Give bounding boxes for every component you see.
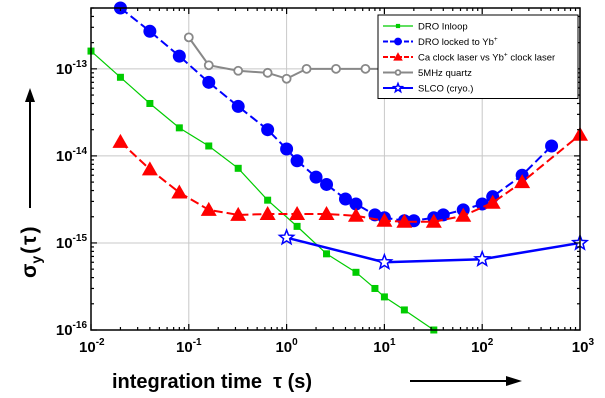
legend-label: Ca clock laser vs Yb+ clock laser [418,52,555,64]
data-point [231,99,245,113]
y-label-open: ( [18,247,41,254]
data-point [338,192,352,206]
data-point [141,161,158,176]
data-point [290,154,304,168]
data-point [545,139,559,153]
data-point [347,207,364,222]
data-point [407,214,421,228]
legend-marker [395,23,401,29]
data-point [352,268,360,276]
legend-entry: 5MHz quartz [383,68,472,79]
data-point [262,67,273,78]
data-point [425,213,442,228]
legend-label: 5MHz quartz [418,68,472,79]
x-tick-label: 102 [471,337,494,356]
y-tick-label: 10-15 [56,233,88,252]
data-point [323,250,331,258]
legend-box [377,14,579,99]
data-point [280,142,294,156]
data-point [289,206,306,221]
y-label-symbol: σ [18,264,41,278]
y-tick-label: 10-14 [56,146,88,165]
data-point [200,201,217,216]
x-tick-label: 103 [572,337,595,356]
data-point [234,164,242,172]
x-axis-arrow-head [506,376,522,386]
data-point [318,206,335,221]
data-point [301,63,312,74]
data-point [320,177,334,191]
data-point [205,142,213,150]
data-point [112,133,129,148]
y-label-var: τ [18,235,41,245]
data-point [281,73,292,84]
x-label-prefix: integration time [112,371,273,393]
series-line [286,236,581,264]
svg-text:integration time τ (s): integration time τ (s) [112,371,312,393]
data-point [360,63,371,74]
legend-label: DRO Inloop [418,22,468,33]
legend-entry: SLCO (cryo.) [383,81,473,95]
data-point [349,197,363,211]
data-point [376,212,393,227]
legend-marker [394,69,402,76]
legend: DRO Inloop DRO locked to Yb+ Ca clock lase… [377,14,579,99]
data-point [375,252,394,271]
data-point [143,24,157,38]
data-point [146,99,154,107]
x-tick-label: 10-1 [176,337,202,356]
data-point [514,174,531,189]
data-point [371,284,379,292]
data-point [171,184,188,199]
legend-marker [393,52,403,61]
y-tick-label: 10-13 [56,59,88,78]
data-point [116,73,124,81]
x-label-suffix: (s) [282,371,312,393]
y-axis-label: σy ( τ) [18,88,44,278]
data-point [277,228,296,246]
data-point [380,293,388,301]
data-point [455,207,472,222]
data-point [203,60,214,71]
series-5 [277,228,590,271]
data-point [230,206,247,221]
data-point [309,170,323,184]
data-point [172,49,186,63]
data-point [259,206,276,221]
legend-label: DRO locked to Yb+ [418,36,498,48]
y-axis-arrow-head [25,88,35,102]
data-point [264,196,272,204]
legend-marker [391,81,405,94]
data-point [473,249,492,267]
data-point [436,208,450,222]
data-point [331,63,341,74]
data-point [202,75,216,89]
series-3 [112,126,588,228]
x-label-symbol: τ [273,371,282,393]
data-point [261,123,275,137]
legend-entry: DRO Inloop [383,22,468,33]
data-point [484,194,501,209]
y-label-close: ) [18,226,41,233]
x-tick-label: 101 [373,337,396,356]
legend-label: SLCO (cryo.) [418,84,473,95]
data-point [183,32,194,43]
data-point [396,213,413,228]
data-point [175,124,183,132]
data-point [293,222,301,230]
y-label-subscript: y [28,256,44,264]
legend-entry: Ca clock laser vs Yb+ clock laser [383,52,555,64]
x-tick-label: 100 [275,337,298,356]
y-tick-label: 10-16 [56,320,88,339]
series-line [119,133,581,223]
legend-entry: DRO locked to Yb+ [383,36,498,48]
data-point [400,306,408,314]
data-point [233,65,244,76]
legend-marker [394,37,402,46]
x-tick-label: 10-2 [79,337,105,356]
svg-text:σy(τ): σy ( τ) [18,226,44,278]
x-axis-label: integration time τ (s) [112,371,522,393]
data-point [475,197,489,211]
